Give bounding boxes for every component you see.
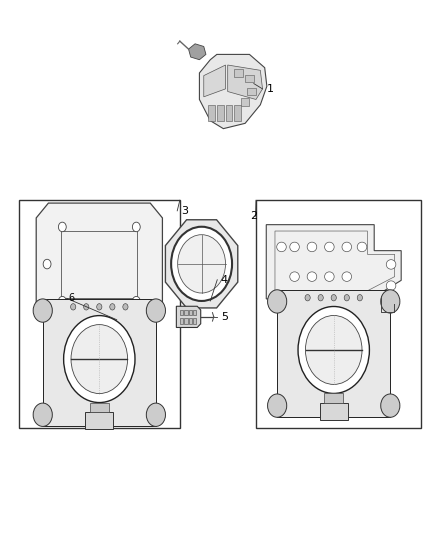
Circle shape [71, 325, 127, 393]
Circle shape [132, 222, 140, 232]
Circle shape [331, 295, 336, 301]
Polygon shape [266, 225, 401, 299]
Polygon shape [177, 306, 201, 327]
Ellipse shape [386, 281, 396, 290]
Circle shape [71, 304, 76, 310]
Circle shape [381, 290, 400, 313]
Circle shape [381, 394, 400, 417]
Polygon shape [199, 54, 267, 128]
Circle shape [178, 235, 226, 293]
Circle shape [146, 299, 166, 322]
Circle shape [344, 295, 350, 301]
Circle shape [298, 306, 369, 393]
Circle shape [43, 259, 51, 269]
Bar [184, 318, 187, 324]
Circle shape [33, 299, 52, 322]
Bar [320, 403, 348, 420]
Ellipse shape [307, 272, 317, 281]
Bar [256, 200, 421, 428]
Circle shape [318, 295, 323, 301]
Ellipse shape [277, 242, 286, 252]
Bar [324, 393, 343, 403]
Circle shape [84, 304, 89, 310]
Circle shape [118, 308, 124, 316]
Bar [61, 231, 137, 297]
Text: 2: 2 [251, 211, 258, 221]
Text: 6: 6 [69, 293, 75, 303]
Bar [180, 318, 184, 324]
Ellipse shape [325, 272, 334, 281]
Bar [180, 310, 184, 316]
Ellipse shape [325, 242, 334, 252]
Bar [193, 310, 196, 316]
Bar [208, 105, 215, 120]
Circle shape [58, 222, 66, 232]
Text: 4: 4 [221, 274, 228, 285]
Polygon shape [36, 203, 162, 325]
Bar [247, 88, 256, 95]
Circle shape [123, 304, 128, 310]
Bar [43, 299, 156, 426]
Circle shape [357, 295, 363, 301]
Polygon shape [188, 44, 206, 60]
Bar [19, 200, 180, 428]
Bar [234, 105, 241, 120]
Circle shape [105, 308, 111, 316]
Bar [217, 105, 224, 120]
Circle shape [58, 296, 66, 306]
Circle shape [110, 304, 115, 310]
Ellipse shape [307, 242, 317, 252]
Circle shape [268, 394, 287, 417]
Bar [241, 99, 250, 106]
Circle shape [64, 316, 135, 402]
Bar [226, 105, 233, 120]
Bar [85, 412, 113, 429]
Bar [184, 310, 187, 316]
Ellipse shape [342, 272, 352, 281]
Ellipse shape [290, 242, 299, 252]
Ellipse shape [357, 242, 367, 252]
Bar [193, 318, 196, 324]
Ellipse shape [386, 260, 396, 269]
Ellipse shape [342, 242, 352, 252]
Bar [90, 402, 109, 412]
Text: 5: 5 [221, 312, 228, 322]
Circle shape [268, 290, 287, 313]
Bar [245, 75, 254, 82]
Circle shape [132, 296, 140, 306]
Circle shape [74, 308, 81, 316]
Circle shape [88, 308, 94, 316]
Circle shape [305, 316, 362, 384]
Polygon shape [228, 65, 262, 100]
Circle shape [305, 295, 310, 301]
Bar [188, 318, 192, 324]
Circle shape [33, 403, 52, 426]
Text: 1: 1 [267, 84, 274, 94]
Polygon shape [204, 65, 226, 97]
Text: 3: 3 [181, 206, 188, 216]
Bar [234, 69, 243, 77]
Polygon shape [166, 220, 238, 308]
Circle shape [146, 403, 166, 426]
Bar [277, 290, 390, 417]
Circle shape [97, 304, 102, 310]
Circle shape [171, 227, 232, 301]
Ellipse shape [290, 272, 299, 281]
Bar [188, 310, 192, 316]
